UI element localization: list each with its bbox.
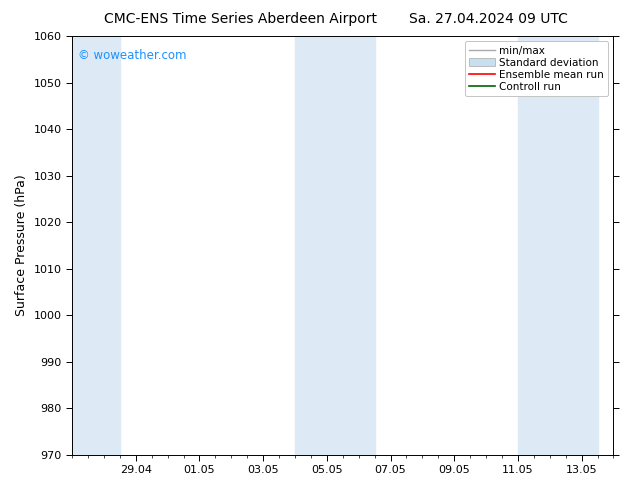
Y-axis label: Surface Pressure (hPa): Surface Pressure (hPa) (15, 174, 28, 316)
Bar (295, 36, 375, 455)
Bar (518, 36, 597, 455)
Bar (72, 36, 120, 455)
Text: Sa. 27.04.2024 09 UTC: Sa. 27.04.2024 09 UTC (409, 12, 567, 26)
Legend: min/max, Standard deviation, Ensemble mean run, Controll run: min/max, Standard deviation, Ensemble me… (465, 41, 608, 96)
Title: CMC-ENS Time Series Aberdeen Airport      Sa. 27.04.2024 09 UTC: CMC-ENS Time Series Aberdeen Airport Sa.… (0, 489, 1, 490)
Text: © woweather.com: © woweather.com (77, 49, 186, 62)
Text: CMC-ENS Time Series Aberdeen Airport: CMC-ENS Time Series Aberdeen Airport (105, 12, 377, 26)
